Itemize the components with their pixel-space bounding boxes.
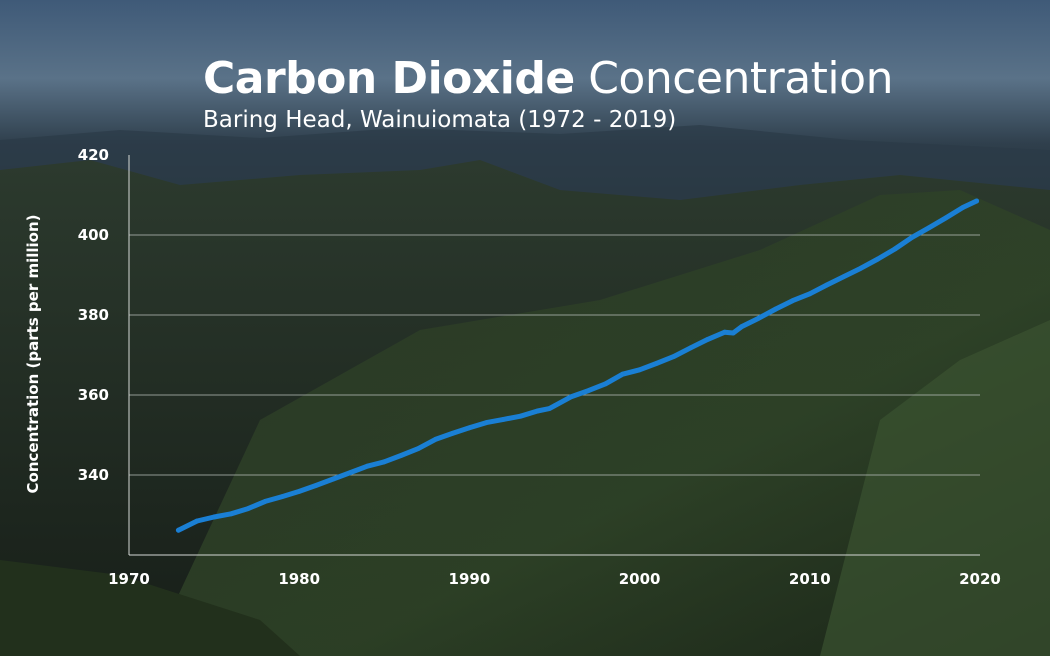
data-point — [654, 361, 659, 366]
x-tick-2000: 2000 — [619, 570, 661, 588]
data-point — [841, 274, 847, 279]
y-tick-labels: 340 360 380 400 420 — [78, 146, 109, 484]
data-point — [671, 354, 676, 359]
data-point — [974, 198, 979, 204]
data-point — [773, 306, 779, 312]
data-point — [279, 494, 285, 499]
data-point — [722, 329, 728, 335]
data-point — [228, 511, 234, 517]
data-point — [730, 330, 736, 336]
data-point — [211, 514, 217, 520]
title-block: Carbon Dioxide Concentration Baring Head… — [203, 52, 893, 134]
data-point — [398, 453, 404, 458]
data-point — [739, 324, 745, 329]
x-tick-1970: 1970 — [108, 570, 150, 588]
chart-subtitle: Baring Head, Wainuiomata (1972 - 2019) — [203, 107, 677, 133]
data-point — [824, 282, 830, 288]
data-point — [450, 431, 455, 436]
series-line-0 — [175, 198, 980, 533]
data-point — [433, 437, 438, 442]
x-tick-1980: 1980 — [278, 570, 320, 588]
data-point — [807, 291, 813, 297]
chart-title-bold: Carbon Dioxide — [203, 53, 575, 104]
y-tick-360: 360 — [78, 386, 109, 404]
data-point — [381, 459, 387, 465]
y-axis-label: Concentration (parts per million) — [24, 215, 42, 494]
data-point — [620, 371, 625, 377]
data-point — [569, 394, 574, 399]
data-point — [552, 403, 557, 409]
data-point — [415, 446, 421, 451]
y-tick-380: 380 — [78, 306, 109, 324]
data-point — [603, 381, 608, 387]
data-point — [484, 420, 489, 425]
data-point — [790, 298, 796, 303]
data-point — [176, 527, 181, 533]
y-tick-340: 340 — [78, 466, 109, 484]
data-point — [535, 408, 540, 414]
gridlines — [129, 234, 980, 476]
data-point — [637, 367, 642, 373]
data-point — [705, 337, 711, 342]
data-point — [262, 499, 268, 504]
data-point — [194, 518, 200, 524]
data-point — [858, 265, 864, 271]
data-point — [467, 425, 472, 431]
chart-title-light: Concentration — [588, 53, 893, 104]
x-tick-2010: 2010 — [789, 570, 831, 588]
data-point — [875, 256, 881, 262]
data-point — [245, 506, 251, 511]
x-tick-2020: 2020 — [959, 570, 1001, 588]
data-point — [688, 345, 694, 351]
x-tick-labels: 1970 1980 1990 2000 2010 2020 — [108, 570, 1001, 588]
data-point — [518, 413, 523, 419]
data-point — [756, 315, 762, 321]
data-point — [926, 225, 932, 231]
data-point — [364, 463, 370, 469]
x-tick-1990: 1990 — [449, 570, 491, 588]
data-point — [330, 476, 336, 482]
chart-title: Carbon Dioxide Concentration — [203, 52, 893, 106]
axes — [128, 155, 980, 556]
y-tick-400: 400 — [78, 226, 109, 244]
data-point — [313, 483, 319, 488]
data-point — [960, 205, 966, 210]
data-point — [296, 489, 302, 494]
data-point — [501, 417, 506, 422]
series-layer — [175, 198, 980, 533]
data-point — [586, 388, 591, 393]
data-point — [909, 235, 915, 240]
data-point — [943, 215, 949, 221]
data-point — [547, 406, 552, 411]
data-point — [892, 246, 898, 252]
y-tick-420: 420 — [78, 146, 109, 164]
data-point — [347, 470, 353, 475]
